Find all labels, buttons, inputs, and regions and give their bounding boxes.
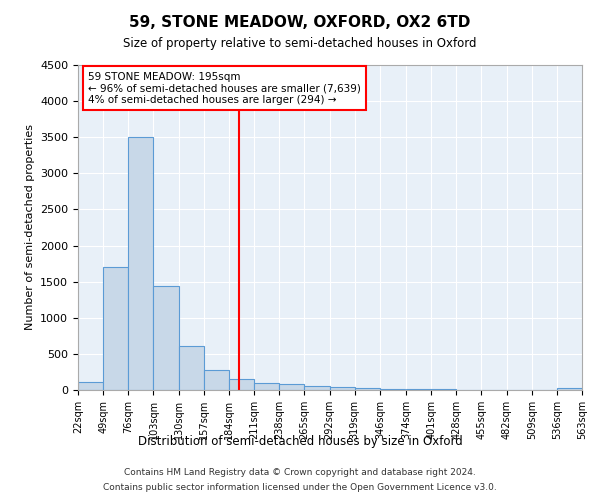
Bar bbox=[329, 387, 355, 390]
Bar bbox=[355, 388, 380, 390]
Text: Distribution of semi-detached houses by size in Oxford: Distribution of semi-detached houses by … bbox=[137, 435, 463, 448]
Bar bbox=[229, 379, 254, 390]
Bar bbox=[406, 389, 431, 390]
Bar bbox=[78, 382, 103, 390]
Text: 59 STONE MEADOW: 195sqm
← 96% of semi-detached houses are smaller (7,639)
4% of : 59 STONE MEADOW: 195sqm ← 96% of semi-de… bbox=[88, 72, 361, 104]
Bar bbox=[103, 267, 128, 390]
Bar bbox=[557, 388, 582, 390]
Bar bbox=[304, 386, 329, 390]
Text: Contains HM Land Registry data © Crown copyright and database right 2024.: Contains HM Land Registry data © Crown c… bbox=[124, 468, 476, 477]
Bar bbox=[380, 388, 405, 390]
Text: 59, STONE MEADOW, OXFORD, OX2 6TD: 59, STONE MEADOW, OXFORD, OX2 6TD bbox=[130, 15, 470, 30]
Bar bbox=[279, 384, 304, 390]
Bar bbox=[128, 137, 154, 390]
Bar bbox=[154, 286, 179, 390]
Y-axis label: Number of semi-detached properties: Number of semi-detached properties bbox=[25, 124, 35, 330]
Bar bbox=[179, 346, 204, 390]
Bar bbox=[204, 370, 229, 390]
Text: Size of property relative to semi-detached houses in Oxford: Size of property relative to semi-detach… bbox=[123, 38, 477, 51]
Bar bbox=[254, 383, 279, 390]
Text: Contains public sector information licensed under the Open Government Licence v3: Contains public sector information licen… bbox=[103, 483, 497, 492]
